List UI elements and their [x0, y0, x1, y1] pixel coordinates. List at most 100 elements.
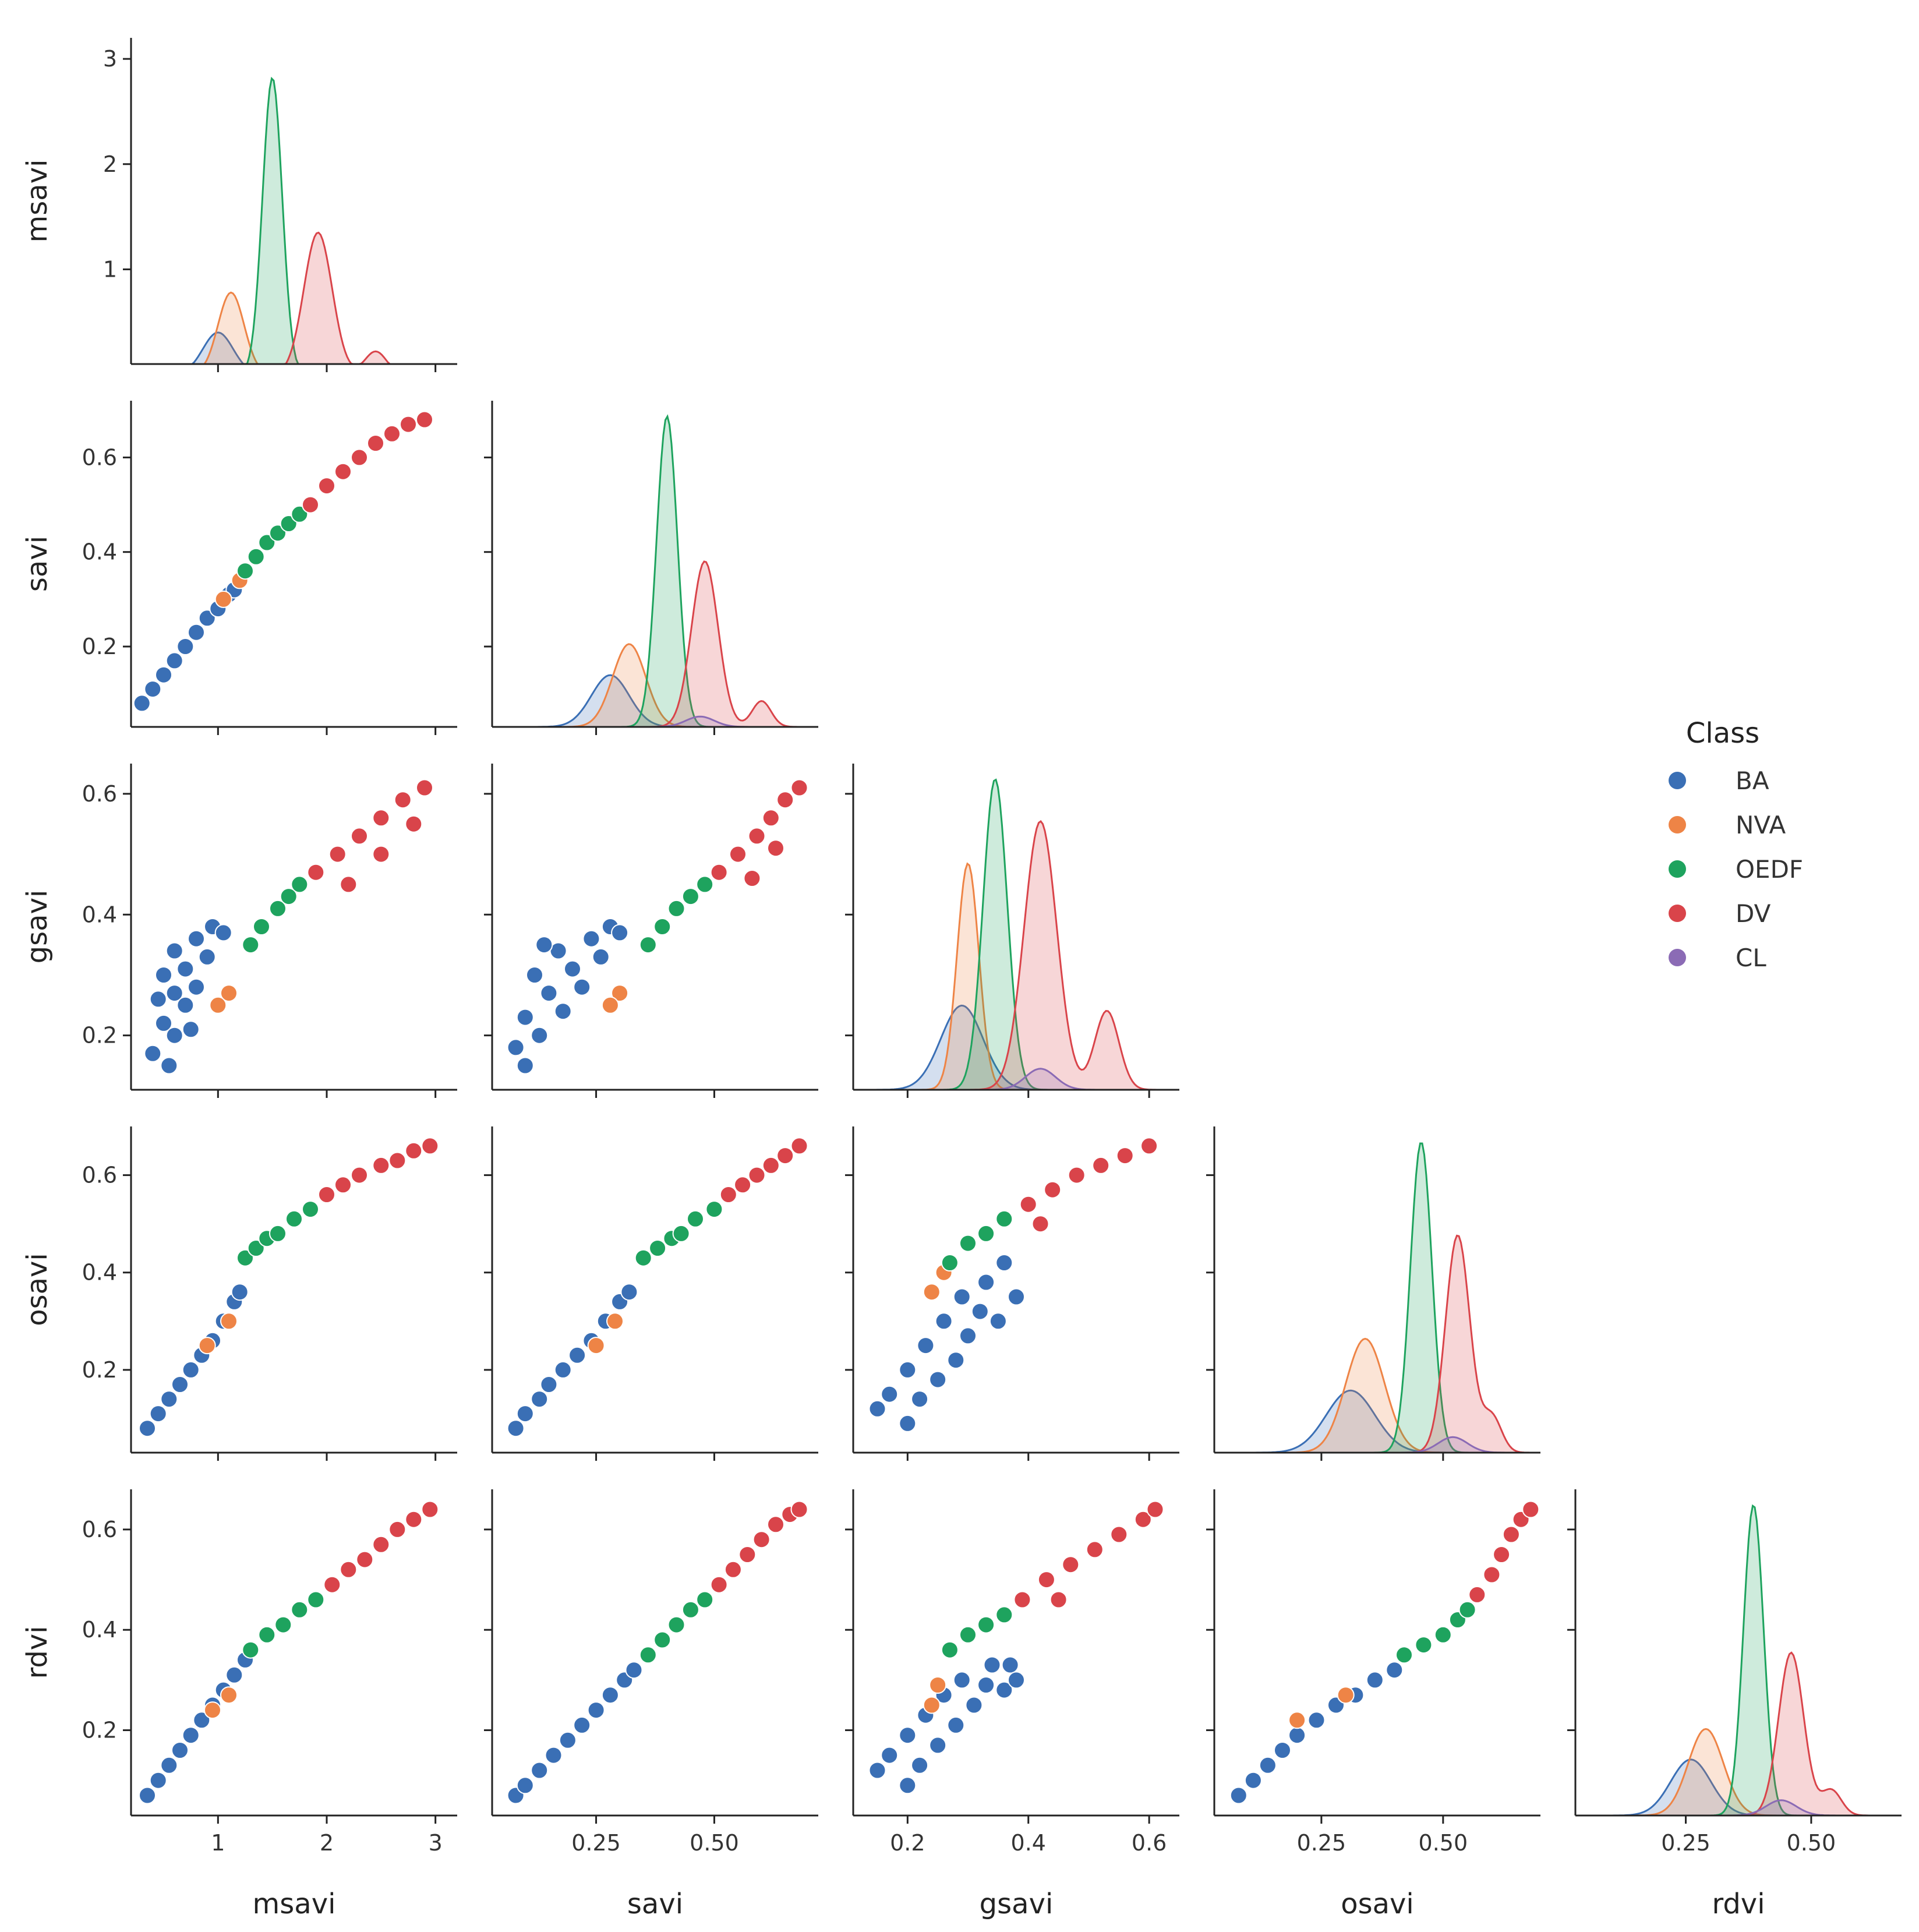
panel-rdvi-vs-osavi: 0.25 0.50: [1206, 1489, 1540, 1856]
point-savi-msavi-DV-2: [334, 462, 352, 481]
point-osavi-msavi-DV-1: [334, 1176, 352, 1194]
point-gsavi-msavi-DV-3: [372, 809, 390, 827]
xtick-label-savi-1: 0.50: [690, 1830, 739, 1856]
point-rdvi-gsavi-NVA-1: [929, 1676, 947, 1694]
ytick-label-rdvi-1: 0.4: [82, 1617, 117, 1643]
point-gsavi-msavi-BA-3: [165, 1026, 183, 1044]
point-rdvi-msavi-DV-2: [356, 1550, 374, 1569]
point-osavi-savi-BA-9: [620, 1283, 638, 1301]
point-osavi-gsavi-DV-5: [1140, 1137, 1158, 1155]
point-gsavi-msavi-DV-4: [394, 791, 412, 809]
point-gsavi-msavi-BA-1: [155, 1014, 172, 1032]
point-osavi-savi-BA-4: [554, 1361, 572, 1379]
point-gsavi-msavi-BA-13: [149, 990, 167, 1008]
panel-rdvi-vs-savi: 0.25 0.50: [484, 1489, 818, 1856]
xtick-label-gsavi-1: 0.4: [1011, 1830, 1046, 1856]
point-rdvi-gsavi-BA-10: [965, 1696, 983, 1714]
point-osavi-savi-DV-1: [734, 1176, 752, 1194]
point-osavi-gsavi-BA-6: [929, 1371, 947, 1389]
point-savi-msavi-DV-6: [400, 415, 417, 433]
point-savi-msavi-BA-5: [188, 623, 205, 641]
point-rdvi-savi-BA-9: [625, 1661, 643, 1679]
point-osavi-savi-OEDF-0: [634, 1249, 652, 1267]
point-gsavi-savi-BA-4: [540, 984, 558, 1002]
point-savi-msavi-DV-7: [416, 411, 433, 429]
point-osavi-savi-BA-0: [507, 1419, 525, 1437]
point-rdvi-gsavi-BA-12: [983, 1656, 1001, 1674]
legend-label-CL: CL: [1736, 944, 1766, 972]
point-rdvi-savi-BA-4: [559, 1731, 577, 1749]
point-rdvi-msavi-DV-6: [421, 1500, 439, 1518]
point-osavi-msavi-BA-4: [182, 1361, 200, 1379]
point-rdvi-msavi-BA-2: [160, 1756, 178, 1774]
legend-items: BA NVA OEDF DV CL: [1669, 767, 1803, 972]
point-rdvi-msavi-NVA-1: [220, 1686, 238, 1704]
legend-label-NVA: NVA: [1736, 811, 1786, 839]
point-gsavi-msavi-BA-15: [182, 1020, 200, 1039]
point-osavi-gsavi-BA-9: [953, 1288, 971, 1306]
panel-savi-vs-msavi: 0.2 0.4 0.6: [82, 401, 457, 735]
point-rdvi-osavi-BA-4: [1288, 1726, 1306, 1744]
panel-gsavi-vs-msavi: 0.2 0.4 0.6: [82, 764, 457, 1098]
point-osavi-msavi-NVA-0: [198, 1337, 216, 1355]
point-osavi-gsavi-BA-10: [959, 1327, 977, 1345]
point-gsavi-msavi-BA-2: [155, 966, 172, 984]
point-osavi-gsavi-BA-1: [881, 1385, 899, 1403]
point-rdvi-gsavi-BA-3: [899, 1726, 917, 1744]
point-osavi-savi-BA-5: [568, 1346, 586, 1364]
xaxis-label-osavi: osavi: [1341, 1888, 1414, 1920]
point-gsavi-savi-OEDF-4: [696, 875, 714, 893]
kde-msavi-OEDF: [131, 76, 457, 365]
panel-rdvi-vs-rdvi: 0.25 0.50: [1567, 1489, 1902, 1856]
point-gsavi-msavi-DV-8: [405, 815, 423, 833]
point-gsavi-savi-DV-1: [729, 845, 747, 863]
ytick-label-savi-2: 0.6: [82, 444, 117, 470]
point-gsavi-savi-DV-0: [710, 863, 728, 881]
xtick-label-rdvi-0: 0.25: [1661, 1830, 1711, 1856]
point-osavi-gsavi-BA-15: [1008, 1288, 1025, 1306]
point-osavi-savi-NVA-1: [606, 1312, 624, 1330]
point-gsavi-savi-OEDF-2: [667, 899, 685, 917]
point-rdvi-osavi-BA-3: [1274, 1742, 1291, 1759]
point-osavi-savi-BA-1: [516, 1405, 534, 1423]
point-rdvi-gsavi-BA-6: [929, 1736, 947, 1754]
point-rdvi-gsavi-BA-9: [953, 1671, 971, 1689]
point-osavi-savi-OEDF-4: [687, 1210, 704, 1228]
point-rdvi-osavi-NVA-1: [1337, 1686, 1355, 1704]
xtick-label-gsavi-0: 0.2: [890, 1830, 925, 1856]
point-rdvi-gsavi-DV-4: [1110, 1525, 1128, 1544]
point-osavi-gsavi-BA-12: [977, 1273, 995, 1291]
point-rdvi-osavi-NVA-0: [1288, 1711, 1306, 1729]
point-rdvi-gsavi-DV-7: [1049, 1591, 1068, 1609]
point-osavi-gsavi-BA-11: [971, 1302, 989, 1320]
point-gsavi-msavi-NVA-0: [220, 984, 238, 1002]
point-rdvi-savi-DV-1: [724, 1560, 742, 1578]
point-rdvi-savi-OEDF-2: [667, 1616, 685, 1634]
panel-savi-vs-savi: [484, 401, 818, 735]
point-rdvi-gsavi-BA-14: [1001, 1656, 1019, 1674]
point-osavi-msavi-NVA-1: [220, 1312, 238, 1330]
point-savi-msavi-NVA-0: [214, 590, 232, 608]
point-osavi-gsavi-DV-3: [1092, 1156, 1110, 1174]
point-savi-msavi-OEDF-1: [247, 548, 265, 566]
point-gsavi-savi-BA-13: [516, 1057, 534, 1075]
point-rdvi-gsavi-BA-0: [868, 1761, 886, 1779]
point-osavi-gsavi-OEDF-2: [977, 1224, 995, 1242]
point-gsavi-savi-BA-6: [554, 1002, 572, 1020]
ytick-label-density-2: 2: [103, 151, 117, 177]
point-osavi-msavi-DV-5: [405, 1142, 423, 1160]
point-savi-msavi-BA-4: [176, 638, 195, 655]
yaxis-label-rdvi: rdvi: [21, 1626, 54, 1679]
ytick-label-osavi-2: 0.6: [82, 1163, 117, 1188]
point-osavi-savi-DV-5: [790, 1137, 808, 1155]
point-osavi-gsavi-BA-2: [899, 1414, 917, 1432]
point-gsavi-msavi-DV-1: [328, 845, 347, 863]
panel-msavi-vs-msavi: 1 2 3: [103, 38, 457, 372]
point-rdvi-gsavi-DV-1: [1037, 1571, 1055, 1589]
point-savi-msavi-DV-3: [351, 448, 368, 467]
point-rdvi-msavi-BA-5: [193, 1711, 211, 1729]
xaxis-label-gsavi: gsavi: [980, 1888, 1054, 1920]
panel-osavi-vs-msavi: 0.2 0.4 0.6: [82, 1126, 457, 1461]
point-gsavi-savi-OEDF-3: [681, 888, 699, 906]
yaxis-label-gsavi: gsavi: [21, 890, 54, 964]
